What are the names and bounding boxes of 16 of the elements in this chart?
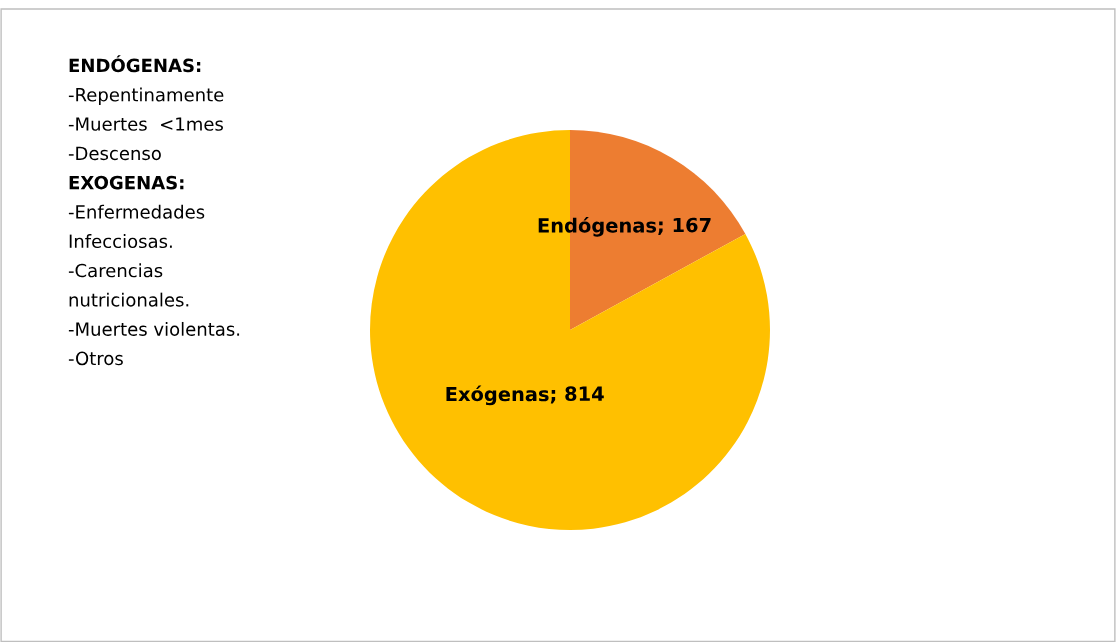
pie-slice: [370, 130, 770, 530]
slice-label: Exógenas: [446, 385, 549, 406]
text: -Descenso: [68, 146, 161, 161]
text: -Otros: [68, 351, 123, 366]
text: -Enfermedades: [68, 204, 205, 219]
text: -Carencias: [68, 263, 163, 278]
text: nutricionales.: [69, 292, 189, 307]
slice-label: Endógenas: [538, 216, 657, 237]
text: Infecciosas.: [69, 234, 172, 249]
text: -Muertes violentas.: [68, 321, 240, 336]
text: ENDÓGENAS:: [69, 55, 201, 73]
data-label: ; 814: [550, 386, 604, 404]
text: -Repentinamente: [68, 87, 224, 106]
text: EXOGENAS:: [69, 175, 184, 190]
text: -Muertes <1mes: [68, 117, 223, 131]
data-label: ; 167: [658, 217, 711, 235]
